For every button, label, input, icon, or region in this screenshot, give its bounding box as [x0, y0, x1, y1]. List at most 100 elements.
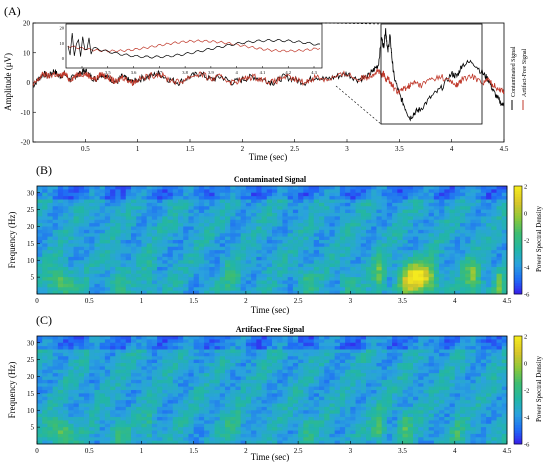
- spectrogram-cell: [188, 366, 195, 371]
- spectrogram-cell: [329, 270, 336, 275]
- spectrogram-cell: [334, 209, 341, 214]
- spectrogram-cell: [42, 346, 48, 350]
- spectrogram-cell: [47, 376, 54, 381]
- spectrogram-cell: [68, 390, 74, 394]
- spectrogram-cell: [319, 290, 325, 295]
- spectrogram-cell: [136, 410, 142, 415]
- spectrogram-cell: [204, 199, 210, 204]
- colorbar-segment: [514, 213, 522, 217]
- spectrogram-cell: [240, 186, 247, 190]
- spectrogram-cell: [261, 413, 268, 418]
- spectrogram-cell: [219, 229, 226, 234]
- spectrogram-cell: [355, 243, 362, 248]
- spectrogram-cell: [120, 270, 127, 275]
- spectrogram-cell: [47, 202, 54, 207]
- spectrogram-cell: [94, 410, 101, 415]
- spectrogram-cell: [277, 186, 283, 190]
- spectrogram-cell: [251, 287, 257, 292]
- spectrogram-cell: [355, 226, 362, 231]
- spectrogram-cell: [219, 379, 226, 384]
- spectrogram-cell: [319, 260, 325, 265]
- spectrogram-cell: [162, 427, 168, 431]
- spectrogram-cell: [266, 433, 273, 438]
- spectrogram-cell: [78, 346, 85, 350]
- spectrogram-cell: [480, 260, 487, 265]
- spectrogram-cell: [266, 410, 273, 415]
- spectrogram-cell: [266, 199, 273, 204]
- spectrogram-cell: [115, 267, 121, 271]
- spectrogram-cell: [251, 390, 257, 394]
- spectrogram-cell: [230, 240, 236, 244]
- spectrogram-cell: [73, 430, 80, 435]
- spectrogram-cell: [491, 209, 497, 214]
- spectrogram-cell: [209, 417, 215, 421]
- spectrogram-cell: [146, 373, 153, 377]
- spectrogram-cell: [454, 186, 461, 190]
- spectrogram-cell: [454, 233, 461, 238]
- colorbar-segment: [514, 285, 522, 289]
- spectrogram-cell: [261, 283, 268, 288]
- spectrogram-cell: [245, 202, 252, 207]
- spectrogram-cell: [193, 253, 200, 258]
- spectrogram-cell: [136, 199, 142, 204]
- spectrogram-cell: [256, 430, 262, 435]
- spectrogram-cell: [245, 240, 252, 244]
- spectrogram-cell: [63, 376, 69, 381]
- spectrogram-cell: [345, 192, 351, 197]
- spectrogram-cell: [324, 186, 330, 190]
- spectrogram-cell: [110, 246, 116, 251]
- spectrogram-cell: [115, 400, 121, 404]
- spectrogram-cell: [146, 352, 153, 357]
- spectrogram-cell: [115, 213, 121, 217]
- spectrogram-cell: [334, 283, 341, 288]
- spectrogram-cell: [251, 243, 257, 248]
- spectrogram-cell: [407, 186, 414, 190]
- spectrogram-cell: [339, 339, 346, 344]
- spectrogram-cell: [460, 213, 466, 217]
- spectrogram-cell: [73, 437, 80, 442]
- spectrogram-cell: [251, 206, 257, 211]
- spectrogram-cell: [355, 283, 362, 288]
- spectrogram-cell: [52, 403, 59, 408]
- spectrogram-cell: [418, 226, 424, 231]
- spectrogram-cell: [277, 267, 283, 271]
- spectrogram-cell: [47, 189, 54, 194]
- spectrogram-cell: [47, 226, 54, 231]
- spectrogram-cell: [78, 410, 85, 415]
- spectrogram-cell: [125, 433, 132, 438]
- spectrogram-cell: [214, 356, 221, 361]
- spectrogram-cell: [89, 373, 95, 377]
- spectrogram-cell: [371, 290, 377, 295]
- spectrogram-cell: [261, 226, 268, 231]
- spectrogram-cell: [219, 369, 226, 374]
- spectrogram-cell: [240, 280, 247, 285]
- spectrogram-cell: [99, 366, 106, 371]
- spectrogram-cell: [496, 283, 503, 288]
- spectrogram-cell: [42, 349, 48, 354]
- spectrogram-cell: [204, 206, 210, 211]
- spectrogram-cell: [193, 240, 200, 244]
- spectrogram-cell: [329, 253, 336, 258]
- spectrogram-cell: [245, 199, 252, 204]
- spectrogram-cell: [63, 430, 69, 435]
- spectrogram-cell: [125, 253, 132, 258]
- spectrogram-cell: [193, 243, 200, 248]
- spectrogram-cell: [120, 246, 127, 251]
- spectrogram-cell: [84, 359, 90, 364]
- spectrogram-cell: [329, 336, 336, 340]
- spectrogram-cell: [162, 263, 168, 268]
- spectrogram-cell: [465, 277, 471, 281]
- spectrogram-cell: [157, 243, 163, 248]
- spectrogram-cell: [52, 196, 59, 200]
- spectrogram-cell: [136, 440, 142, 445]
- spectrogram-cell: [324, 236, 330, 241]
- spectrogram-cell: [470, 287, 477, 292]
- spectrogram-cell: [68, 420, 74, 425]
- spectrogram-cell: [491, 219, 497, 224]
- spectrogram-cell: [151, 383, 158, 388]
- spectrogram-cell: [256, 423, 262, 428]
- spectrogram-cell: [261, 213, 268, 217]
- spectrogram-cell: [381, 223, 388, 227]
- spectrogram-cell: [146, 406, 153, 411]
- spectrogram-cell: [470, 226, 477, 231]
